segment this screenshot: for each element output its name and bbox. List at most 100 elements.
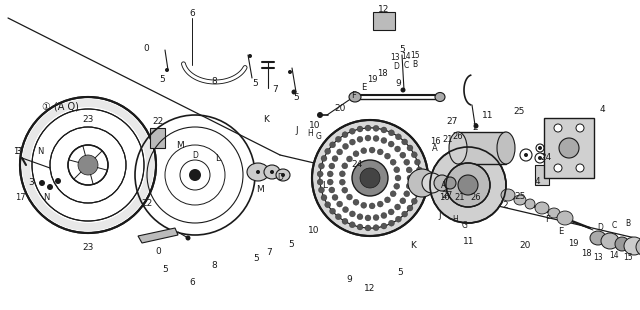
Circle shape xyxy=(444,177,456,189)
Circle shape xyxy=(256,170,260,174)
Ellipse shape xyxy=(497,132,515,164)
Text: 22: 22 xyxy=(141,198,153,208)
Circle shape xyxy=(377,149,383,155)
Text: 5: 5 xyxy=(397,268,403,277)
Text: 14: 14 xyxy=(401,52,411,61)
Text: 8: 8 xyxy=(212,260,217,270)
Circle shape xyxy=(396,134,401,140)
Circle shape xyxy=(430,147,506,223)
Circle shape xyxy=(327,179,333,185)
Circle shape xyxy=(402,211,408,217)
Text: 26: 26 xyxy=(452,132,463,141)
Circle shape xyxy=(317,112,323,118)
Circle shape xyxy=(576,164,584,172)
Text: 19: 19 xyxy=(367,75,378,85)
Text: 3: 3 xyxy=(28,178,33,188)
Text: A: A xyxy=(441,180,447,189)
Circle shape xyxy=(373,215,379,220)
Text: 9: 9 xyxy=(395,79,401,88)
Circle shape xyxy=(321,155,327,162)
Circle shape xyxy=(360,168,380,188)
Circle shape xyxy=(317,179,323,185)
Text: 5: 5 xyxy=(159,76,165,85)
Circle shape xyxy=(400,198,406,204)
Text: J: J xyxy=(295,126,298,135)
Text: D: D xyxy=(597,224,603,232)
Circle shape xyxy=(324,202,331,208)
Circle shape xyxy=(406,183,412,189)
Text: E: E xyxy=(558,228,564,237)
Circle shape xyxy=(381,127,387,133)
Circle shape xyxy=(365,225,371,231)
Circle shape xyxy=(381,213,387,219)
Text: 12: 12 xyxy=(378,5,390,14)
Text: 6: 6 xyxy=(189,8,195,17)
Circle shape xyxy=(78,155,98,175)
Circle shape xyxy=(538,146,542,150)
Circle shape xyxy=(342,187,348,193)
Ellipse shape xyxy=(535,202,549,214)
Ellipse shape xyxy=(247,163,269,181)
Ellipse shape xyxy=(349,92,361,102)
Circle shape xyxy=(248,54,252,58)
Circle shape xyxy=(319,163,324,169)
Circle shape xyxy=(395,175,401,181)
Circle shape xyxy=(404,159,410,165)
Text: 18: 18 xyxy=(378,69,388,78)
Text: D: D xyxy=(192,150,198,160)
Circle shape xyxy=(349,128,355,134)
Text: 21: 21 xyxy=(443,135,453,144)
Text: J: J xyxy=(438,210,442,219)
Text: 18: 18 xyxy=(580,250,591,259)
Circle shape xyxy=(412,152,417,158)
Bar xyxy=(458,132,506,164)
Text: 0: 0 xyxy=(143,43,148,53)
Ellipse shape xyxy=(514,195,526,205)
Circle shape xyxy=(352,160,388,196)
Circle shape xyxy=(321,195,327,201)
Circle shape xyxy=(417,167,422,173)
Circle shape xyxy=(365,135,371,141)
Circle shape xyxy=(474,123,479,129)
Circle shape xyxy=(361,202,367,208)
Text: D: D xyxy=(393,62,399,71)
Text: 5: 5 xyxy=(163,265,168,274)
Circle shape xyxy=(349,139,355,145)
Text: L: L xyxy=(215,153,220,163)
Text: 25: 25 xyxy=(514,192,525,202)
Text: 7: 7 xyxy=(272,86,278,95)
Circle shape xyxy=(554,124,562,132)
Text: 0: 0 xyxy=(155,247,161,256)
Circle shape xyxy=(47,184,53,190)
Text: 7: 7 xyxy=(266,248,271,257)
Ellipse shape xyxy=(501,189,515,201)
Ellipse shape xyxy=(601,233,619,249)
Circle shape xyxy=(342,163,348,169)
Text: 6: 6 xyxy=(189,277,195,287)
Ellipse shape xyxy=(264,165,280,179)
Circle shape xyxy=(320,128,420,228)
Text: K: K xyxy=(262,115,269,124)
Text: 11: 11 xyxy=(463,237,474,246)
Text: H: H xyxy=(452,215,458,224)
Text: D: D xyxy=(277,174,283,183)
Circle shape xyxy=(396,216,401,222)
Circle shape xyxy=(402,139,408,145)
Circle shape xyxy=(327,171,333,177)
Text: 26: 26 xyxy=(470,193,481,202)
Circle shape xyxy=(381,138,387,144)
Bar xyxy=(535,165,549,185)
Circle shape xyxy=(337,149,342,155)
Circle shape xyxy=(312,120,428,236)
Circle shape xyxy=(373,125,379,131)
Text: 8: 8 xyxy=(211,78,217,86)
Ellipse shape xyxy=(624,237,640,255)
Text: 13: 13 xyxy=(390,53,400,62)
Circle shape xyxy=(357,136,363,142)
Circle shape xyxy=(385,197,390,203)
Circle shape xyxy=(407,175,413,181)
Circle shape xyxy=(373,135,379,141)
Text: 5: 5 xyxy=(253,254,259,264)
Text: 5: 5 xyxy=(399,46,405,55)
Circle shape xyxy=(404,191,410,197)
